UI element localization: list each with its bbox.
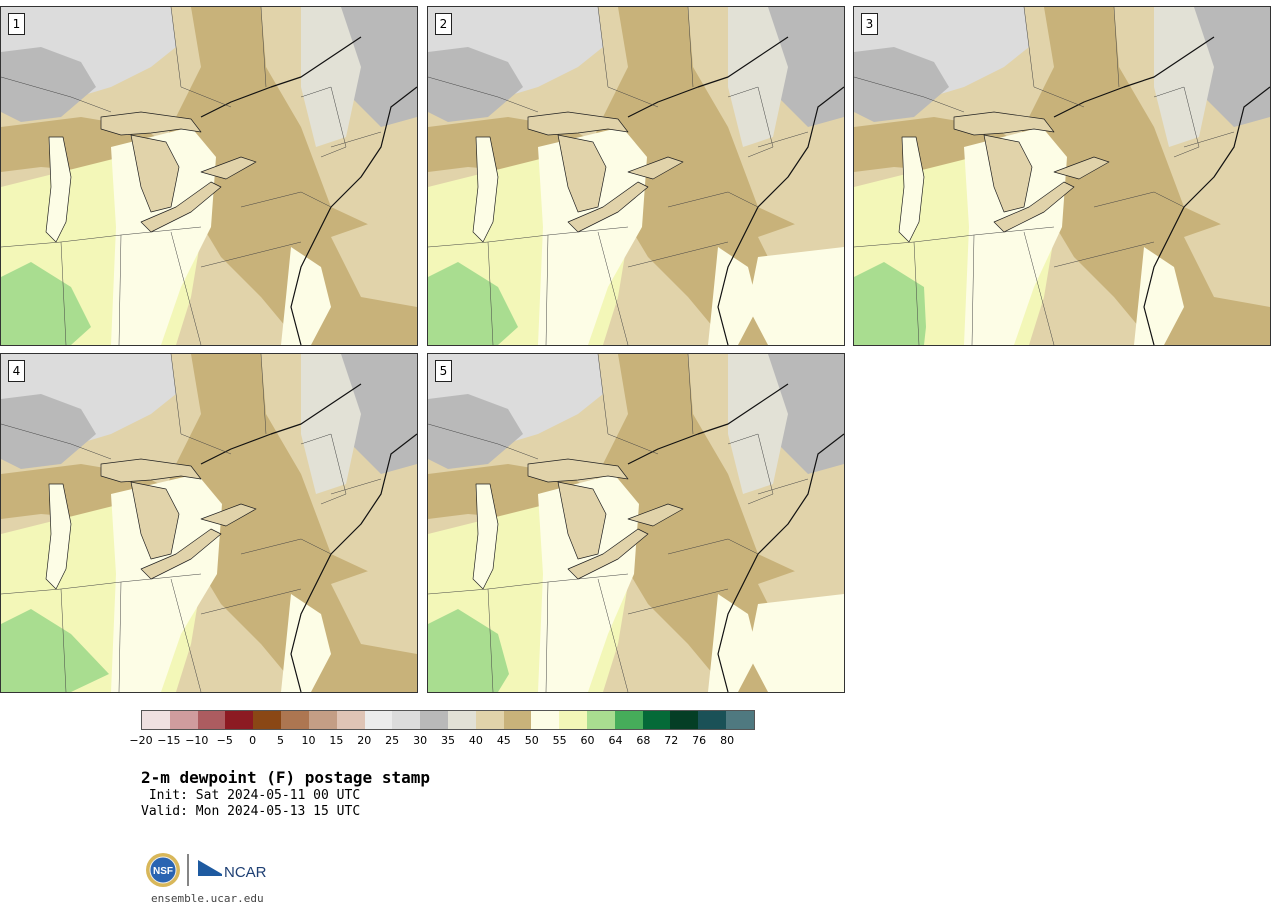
nsf-seal-icon: NSF xyxy=(146,853,180,887)
colorbar-tick-label: 55 xyxy=(552,734,567,747)
colorbar-swatch xyxy=(587,711,615,729)
colorbar-swatch xyxy=(475,711,504,729)
colorbar-tick-label: 15 xyxy=(329,734,344,747)
ensemble-member-panel-2: 2 xyxy=(427,6,845,346)
ncar-logo-icon: NCAR xyxy=(198,860,267,881)
colorbar-swatch xyxy=(447,711,476,729)
colorbar-swatch xyxy=(225,711,254,729)
colorbar-swatch xyxy=(308,711,337,729)
dewpoint-map xyxy=(1,7,417,345)
colorbar-swatch xyxy=(142,711,170,729)
colorbar-tick-label: 80 xyxy=(720,734,735,747)
colorbar-swatch xyxy=(420,711,448,729)
colorbar-tick-label: 30 xyxy=(413,734,428,747)
panel-member-label: 3 xyxy=(861,13,878,35)
colorbar-tick-label: 72 xyxy=(664,734,679,747)
colorbar-swatch xyxy=(614,711,643,729)
nsf-ncar-logo: NSF NCAR xyxy=(144,850,274,890)
ensemble-member-panel-1: 1 xyxy=(0,6,418,346)
colorbar-tick-labels: −20 −15 −10 −5 0 5 10 15 20 25 30 35 40 45 50 55 60 64 68 7… xyxy=(129,734,755,750)
panel-member-label: 2 xyxy=(435,13,452,35)
colorbar-swatch xyxy=(670,711,699,729)
colorbar-swatch xyxy=(642,711,671,729)
colorbar-tick-label: −20 xyxy=(129,734,153,747)
colorbar-tick-label: 10 xyxy=(301,734,316,747)
colorbar-swatch xyxy=(336,711,365,729)
panel-member-label: 5 xyxy=(435,360,452,382)
colorbar-swatch xyxy=(559,711,587,729)
dewpoint-colorbar xyxy=(141,710,755,730)
colorbar-tick-label: 40 xyxy=(468,734,483,747)
colorbar-tick-label: −5 xyxy=(216,734,233,747)
colorbar-tick-label: −10 xyxy=(185,734,209,747)
colorbar-tick-label: 60 xyxy=(580,734,595,747)
dewpoint-map xyxy=(428,354,844,692)
ncar-logo-text: NCAR xyxy=(224,864,267,881)
colorbar-tick-label: 20 xyxy=(357,734,372,747)
colorbar-swatch xyxy=(503,711,532,729)
dewpoint-map xyxy=(428,7,844,345)
colorbar-tick-label: 0 xyxy=(249,734,257,747)
panel-member-label: 4 xyxy=(8,360,25,382)
colorbar-tick-label: 35 xyxy=(441,734,455,747)
plot-title: 2-m dewpoint (F) postage stamp xyxy=(141,768,430,787)
colorbar-swatch xyxy=(392,711,421,729)
nsf-logo-text: NSF xyxy=(153,866,173,877)
colorbar-swatch xyxy=(726,711,754,729)
colorbar-tick-label: 76 xyxy=(692,734,707,747)
colorbar-swatch xyxy=(364,711,393,729)
panel-member-label: 1 xyxy=(8,13,25,35)
colorbar-swatch xyxy=(169,711,198,729)
valid-time: Valid: Mon 2024-05-13 15 UTC xyxy=(141,804,361,819)
ensemble-member-panel-4: 4 xyxy=(0,353,418,693)
colorbar-tick-label: −15 xyxy=(157,734,181,747)
colorbar-swatch xyxy=(531,711,560,729)
caption-block: 2-m dewpoint (F) postage stamp Init: Sat… xyxy=(141,768,430,820)
colorbar-swatch xyxy=(197,711,226,729)
ensemble-member-panel-5: 5 xyxy=(427,353,845,693)
init-time: Init: Sat 2024-05-11 00 UTC xyxy=(141,788,361,803)
colorbar-swatch xyxy=(253,711,282,729)
colorbar-tick-label: 64 xyxy=(608,734,623,747)
colorbar-tick-label: 50 xyxy=(524,734,539,747)
colorbar-swatch xyxy=(698,711,727,729)
colorbar-tick-label: 5 xyxy=(277,734,285,747)
ensemble-member-panel-3: 3 xyxy=(853,6,1271,346)
dewpoint-map xyxy=(1,354,417,692)
dewpoint-map xyxy=(854,7,1270,345)
colorbar-tick-label: 25 xyxy=(385,734,400,747)
colorbar-tick-label: 68 xyxy=(636,734,651,747)
colorbar-swatch xyxy=(281,711,309,729)
colorbar-tick-label: 45 xyxy=(496,734,511,747)
website-url: ensemble.ucar.edu xyxy=(151,892,264,905)
